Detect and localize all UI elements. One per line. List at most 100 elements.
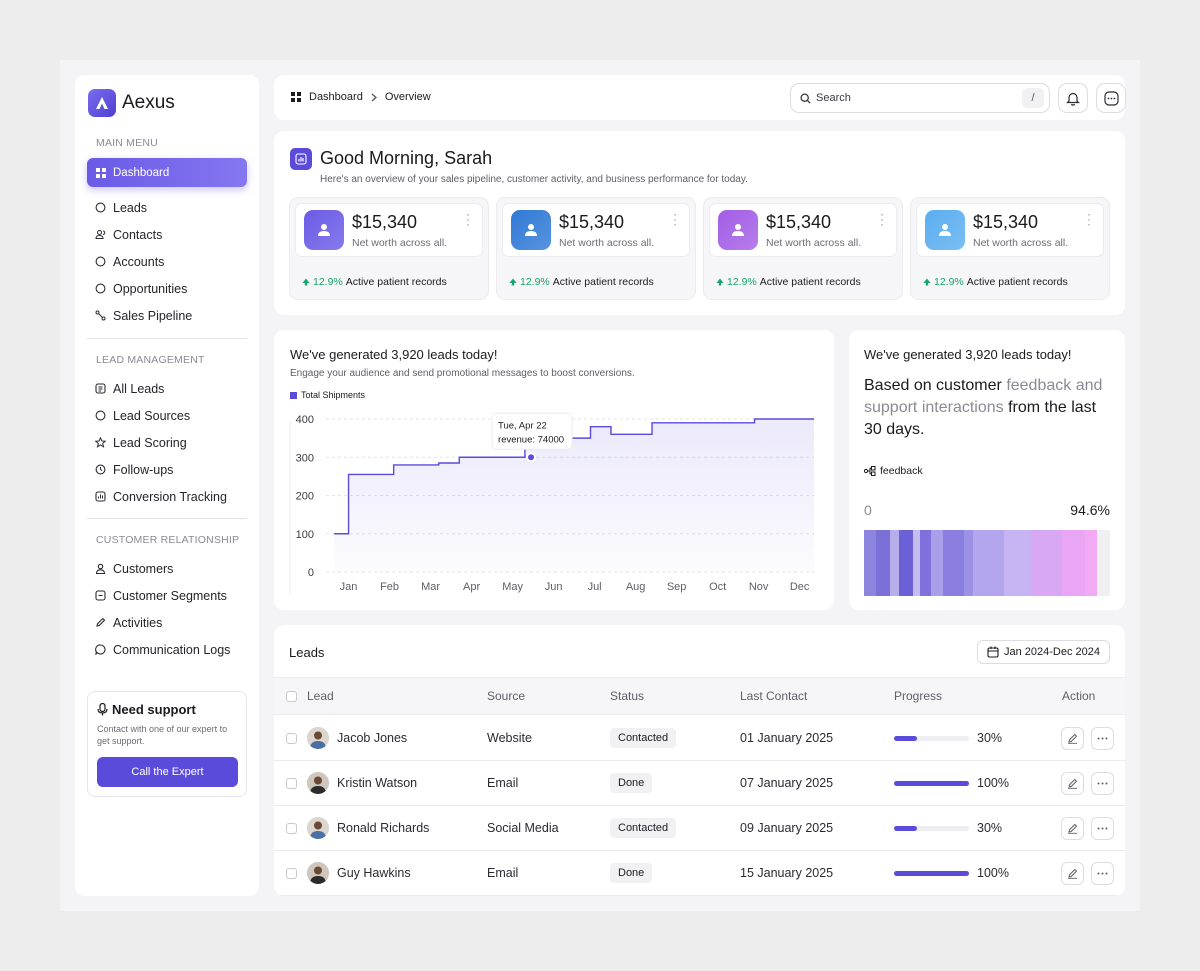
sidebar-item-customer-segments[interactable]: Customer Segments (87, 582, 247, 609)
sidebar-item-dashboard[interactable]: Dashboard (87, 158, 247, 187)
sidebar-item-all-leads[interactable]: All Leads (87, 375, 247, 402)
edit-button[interactable] (1061, 861, 1084, 885)
call-expert-button[interactable]: Call the Expert (97, 757, 238, 787)
stat-footer-text: Active patient records (345, 276, 447, 288)
sidebar-item-sales-pipeline[interactable]: Sales Pipeline (87, 302, 247, 329)
edit-button[interactable] (1061, 816, 1084, 840)
select-all-checkbox[interactable] (286, 690, 297, 702)
sidebar-item-opportunities[interactable]: Opportunities (87, 275, 247, 302)
arrow-up-icon (716, 278, 724, 286)
list-icon (95, 383, 106, 394)
sidebar-item-label: Leads (113, 200, 148, 215)
edit-button[interactable] (1061, 726, 1084, 750)
stat-label: Net worth across all. (766, 237, 862, 249)
sidebar-item-label: Dashboard (113, 166, 170, 179)
more-options-button[interactable] (1091, 771, 1114, 795)
stat-card: $15,340 Net worth across all. · · · 12.9% … (703, 197, 903, 300)
progress-bar (894, 780, 969, 786)
more-options-button[interactable] (1091, 726, 1114, 750)
more-vertical-icon[interactable]: · · · (880, 207, 884, 231)
search-input[interactable]: Search (816, 92, 851, 104)
feedback-segment (1031, 530, 1062, 596)
column-last-contact[interactable]: Last Contact (740, 689, 808, 703)
lead-name[interactable]: Ronald Richards (337, 821, 430, 835)
feedback-segment (889, 530, 899, 596)
user-avatar-icon (925, 210, 965, 250)
y-tick-label: 100 (296, 529, 314, 541)
stat-change: 12.9% (520, 276, 550, 288)
progress-fill (894, 780, 969, 786)
sidebar-item-conversion-tracking[interactable]: Conversion Tracking (87, 483, 247, 510)
support-text: Contact with one of our expert to get su… (97, 724, 228, 746)
progress-label: 100% (977, 776, 1009, 790)
arrow-up-icon (302, 278, 310, 286)
last-contact: 07 January 2025 (740, 776, 834, 790)
date-range-button[interactable]: Jan 2024-Dec 2024 (976, 640, 1110, 664)
progress-label: 100% (977, 866, 1009, 880)
more-options-button[interactable] (1091, 816, 1114, 840)
lead-name[interactable]: Guy Hawkins (337, 866, 411, 880)
lead-name[interactable]: Kristin Watson (337, 776, 418, 790)
support-title: Need support (97, 702, 237, 717)
sidebar-item-customers[interactable]: Customers (87, 555, 247, 582)
feedback-segment (864, 530, 876, 596)
avatar (307, 772, 329, 794)
more-vertical-icon[interactable]: · · · (466, 207, 470, 231)
more-vertical-icon[interactable]: · · · (673, 207, 677, 231)
last-contact: 15 January 2025 (740, 866, 834, 880)
row-checkbox[interactable] (286, 867, 297, 879)
stat-label: Net worth across all. (559, 237, 655, 249)
column-status[interactable]: Status (610, 689, 645, 703)
feedback-segment (1084, 530, 1097, 596)
notifications-button[interactable] (1058, 83, 1088, 113)
brand[interactable]: Aexus (88, 89, 175, 117)
sidebar-item-label: Customers (113, 561, 174, 576)
stat-footer: 12.9% Active patient records (716, 276, 861, 288)
app-frame: Aexus MAIN MENU Dashboard Leads Contacts Acc… (60, 60, 1140, 911)
sidebar-item-activities[interactable]: Activities (87, 609, 247, 636)
row-checkbox[interactable] (286, 732, 297, 744)
breadcrumb-dashboard[interactable]: Dashboard (309, 91, 363, 103)
sidebar-item-label: Sales Pipeline (113, 308, 193, 323)
sidebar-item-follow-ups[interactable]: Follow-ups (87, 456, 247, 483)
messages-button[interactable] (1096, 83, 1126, 113)
sidebar-item-communication-logs[interactable]: Communication Logs (87, 636, 247, 663)
column-action: Action (1062, 689, 1096, 703)
column-lead[interactable]: Lead (307, 689, 334, 703)
sidebar-item-contacts[interactable]: Contacts (87, 221, 247, 248)
clock-icon (95, 464, 106, 475)
breadcrumb: Dashboard Overview (291, 91, 431, 103)
legend-swatch (290, 391, 297, 399)
y-tick-label: 200 (296, 491, 314, 503)
more-horizontal-icon (1097, 782, 1108, 784)
row-checkbox[interactable] (286, 777, 297, 789)
table-row[interactable]: Guy Hawkins Email Done 15 January 2025 1… (274, 851, 1125, 896)
last-contact: 01 January 2025 (740, 731, 834, 745)
table-row[interactable]: Kristin Watson Email Done 07 January 202… (274, 761, 1125, 806)
more-options-button[interactable] (1091, 861, 1114, 885)
progress-fill (894, 735, 917, 741)
x-tick-label: May (502, 581, 523, 593)
column-progress[interactable]: Progress (894, 689, 943, 703)
sidebar-item-lead-scoring[interactable]: Lead Scoring (87, 429, 247, 456)
opportunities-icon (95, 283, 106, 294)
sidebar-item-label: Conversion Tracking (113, 489, 227, 504)
feedback-meter (864, 530, 1110, 596)
sidebar-item-accounts[interactable]: Accounts (87, 248, 247, 275)
column-source[interactable]: Source (487, 689, 526, 703)
sidebar-item-label: Communication Logs (113, 642, 231, 657)
edit-button[interactable] (1061, 771, 1084, 795)
search-box[interactable]: Search / (790, 83, 1050, 113)
table-row[interactable]: Ronald Richards Social Media Contacted 0… (274, 806, 1125, 851)
row-checkbox[interactable] (286, 822, 297, 834)
sidebar-item-leads[interactable]: Leads (87, 194, 247, 221)
support-box: Need support Contact with one of our exp… (87, 691, 247, 797)
lead-name[interactable]: Jacob Jones (337, 731, 408, 745)
stat-card-body: $15,340 Net worth across all. · · · (709, 203, 897, 257)
table-row[interactable]: Jacob Jones Website Contacted 01 January… (274, 716, 1125, 761)
more-vertical-icon[interactable]: · · · (1087, 207, 1091, 231)
section-title: CUSTOMER RELATIONSHIP (96, 534, 240, 546)
sidebar-item-lead-sources[interactable]: Lead Sources (87, 402, 247, 429)
progress-label: 30% (977, 731, 1003, 745)
y-tick-label: 300 (296, 452, 314, 464)
